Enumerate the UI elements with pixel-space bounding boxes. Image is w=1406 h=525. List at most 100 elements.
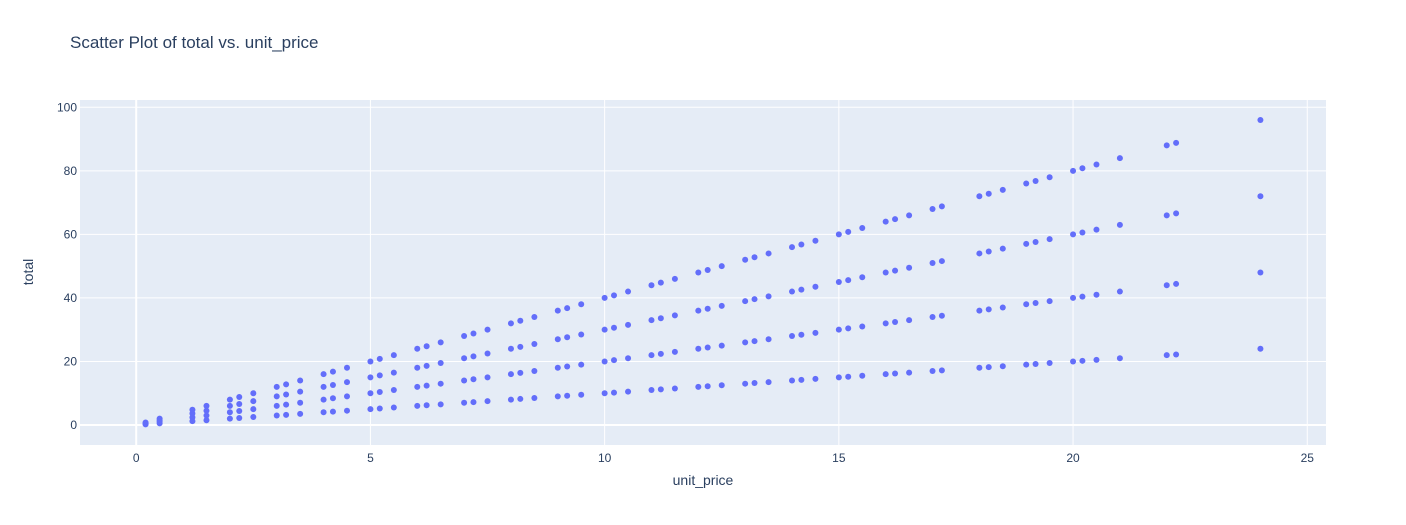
scatter-point bbox=[203, 412, 210, 419]
scatter-point bbox=[390, 387, 397, 394]
data-points bbox=[142, 117, 1264, 428]
scatter-point bbox=[751, 338, 758, 345]
scatter-point bbox=[297, 377, 304, 384]
scatter-point bbox=[1257, 117, 1264, 124]
scatter-point bbox=[601, 326, 608, 333]
scatter-point bbox=[423, 382, 430, 389]
scatter-point bbox=[189, 406, 196, 413]
scatter-point bbox=[461, 399, 468, 406]
scatter-point bbox=[929, 367, 936, 374]
scatter-point bbox=[554, 307, 561, 314]
scatter-point bbox=[236, 408, 243, 415]
scatter-point bbox=[1163, 212, 1170, 219]
scatter-point bbox=[414, 364, 421, 371]
scatter-point bbox=[564, 334, 571, 341]
scatter-point bbox=[657, 350, 664, 357]
scatter-point bbox=[461, 333, 468, 340]
scatter-point bbox=[203, 402, 210, 409]
scatter-point bbox=[812, 237, 819, 244]
scatter-point bbox=[226, 402, 233, 409]
scatter-point bbox=[414, 383, 421, 390]
scatter-point bbox=[461, 355, 468, 362]
scatter-point bbox=[1093, 291, 1100, 298]
scatter-point bbox=[625, 355, 632, 362]
scatter-point bbox=[751, 254, 758, 261]
scatter-point bbox=[999, 304, 1006, 311]
scatter-point bbox=[765, 336, 772, 343]
scatter-point bbox=[1116, 288, 1123, 295]
x-tick-label: 0 bbox=[133, 451, 140, 465]
scatter-point bbox=[611, 292, 617, 299]
scatter-point bbox=[156, 415, 163, 422]
scatter-point bbox=[695, 269, 702, 276]
scatter-point bbox=[704, 383, 711, 390]
scatter-point bbox=[625, 288, 632, 295]
scatter-point bbox=[835, 374, 842, 381]
scatter-point bbox=[564, 392, 571, 399]
grid-lines bbox=[80, 100, 1326, 445]
scatter-point bbox=[845, 325, 852, 332]
scatter-point bbox=[1070, 231, 1077, 238]
scatter-point bbox=[437, 360, 444, 367]
scatter-point bbox=[906, 264, 913, 271]
scatter-point bbox=[273, 412, 280, 419]
scatter-point bbox=[226, 396, 233, 403]
scatter-point bbox=[564, 305, 571, 312]
scatter-point bbox=[845, 277, 852, 284]
scatter-point bbox=[718, 263, 725, 270]
x-tick-label: 20 bbox=[1066, 451, 1080, 465]
scatter-point bbox=[564, 363, 571, 370]
scatter-point bbox=[578, 331, 585, 338]
scatter-point bbox=[671, 348, 678, 355]
scatter-point bbox=[938, 367, 945, 374]
scatter-point bbox=[789, 333, 795, 340]
y-axis-title: total bbox=[20, 259, 36, 285]
scatter-point bbox=[859, 323, 866, 330]
scatter-point bbox=[999, 363, 1006, 370]
scatter-point bbox=[329, 408, 336, 415]
scatter-point bbox=[329, 381, 336, 388]
scatter-point bbox=[507, 320, 514, 327]
scatter-point bbox=[423, 343, 430, 350]
scatter-point bbox=[390, 369, 397, 376]
scatter-point bbox=[507, 371, 514, 378]
scatter-point bbox=[657, 386, 664, 393]
scatter-point bbox=[203, 417, 210, 424]
scatter-point bbox=[297, 410, 304, 417]
scatter-point bbox=[812, 283, 819, 290]
scatter-point bbox=[461, 377, 468, 384]
scatter-point bbox=[437, 401, 444, 408]
scatter-point bbox=[517, 343, 524, 350]
scatter-point bbox=[859, 372, 866, 379]
scatter-point bbox=[765, 293, 772, 300]
scatter-point bbox=[1032, 360, 1039, 367]
scatter-point bbox=[985, 306, 992, 313]
scatter-point bbox=[283, 381, 290, 388]
scatter-point bbox=[531, 313, 538, 320]
scatter-point bbox=[657, 279, 664, 286]
scatter-point bbox=[283, 391, 290, 398]
scatter-point bbox=[554, 364, 561, 371]
scatter-point bbox=[976, 250, 983, 257]
scatter-point bbox=[437, 339, 444, 346]
scatter-point bbox=[329, 395, 336, 402]
scatter-point bbox=[1163, 142, 1170, 149]
scatter-point bbox=[273, 383, 280, 390]
scatter-point bbox=[554, 336, 561, 343]
scatter-point bbox=[718, 302, 725, 309]
scatter-point bbox=[1257, 269, 1264, 276]
x-tick-label: 5 bbox=[367, 451, 374, 465]
scatter-point bbox=[250, 390, 257, 397]
scatter-point bbox=[938, 203, 945, 210]
scatter-point bbox=[1046, 236, 1053, 243]
scatter-point bbox=[1173, 210, 1180, 217]
scatter-point bbox=[985, 190, 992, 197]
scatter-point bbox=[1079, 165, 1086, 172]
y-tick-label: 0 bbox=[70, 418, 77, 432]
scatter-point bbox=[236, 401, 243, 408]
scatter-point bbox=[1093, 226, 1100, 233]
scatter-point bbox=[484, 374, 491, 381]
scatter-point bbox=[390, 352, 397, 359]
y-tick-label: 40 bbox=[64, 291, 78, 305]
scatter-point bbox=[1023, 361, 1030, 368]
